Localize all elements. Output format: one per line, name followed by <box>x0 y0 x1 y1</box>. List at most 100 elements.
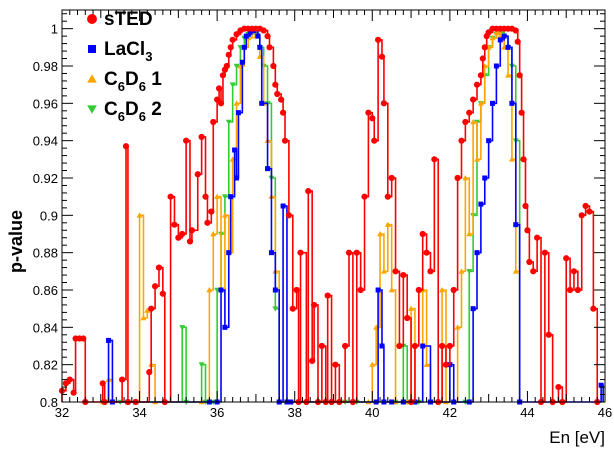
data-point <box>198 133 205 141</box>
data-point <box>462 175 469 181</box>
data-point <box>530 268 537 275</box>
legend-label-part: sTED <box>104 9 153 30</box>
data-point <box>183 137 190 144</box>
data-point <box>285 212 292 219</box>
data-point <box>155 264 163 271</box>
data-point <box>214 96 221 103</box>
data-point <box>122 143 130 150</box>
legend-label-part: C <box>104 99 118 120</box>
data-point <box>578 212 585 219</box>
legend-label-part: 6 <box>118 79 125 94</box>
legend-label-part: C <box>104 69 118 90</box>
legend-label-part: D <box>125 69 139 90</box>
data-point <box>361 193 368 200</box>
data-point <box>470 119 477 125</box>
data-point <box>257 44 263 50</box>
data-point <box>473 81 481 88</box>
data-point <box>223 62 230 70</box>
data-point <box>175 234 182 241</box>
data-point <box>266 44 273 51</box>
data-point <box>233 63 240 69</box>
data-point <box>384 221 391 227</box>
data-point <box>342 342 349 350</box>
y-tick-label: 0.8 <box>40 395 58 410</box>
data-point <box>466 231 473 237</box>
data-point <box>520 156 527 163</box>
data-point <box>466 109 473 116</box>
data-point <box>396 342 403 350</box>
data-point <box>280 203 286 209</box>
data-point <box>293 286 300 294</box>
data-point <box>186 238 194 245</box>
data-point <box>270 62 277 70</box>
legend-label-part: D <box>125 99 139 120</box>
legend-marker <box>87 74 97 83</box>
data-point <box>375 287 381 293</box>
data-point <box>379 343 385 349</box>
data-point <box>586 208 593 215</box>
data-point <box>458 137 465 144</box>
data-point <box>474 250 480 256</box>
data-point <box>477 100 484 106</box>
data-point <box>140 315 147 321</box>
data-point <box>260 27 267 34</box>
data-point <box>70 389 77 396</box>
data-point <box>278 96 285 103</box>
data-point <box>489 35 496 41</box>
data-point <box>474 156 481 162</box>
data-point <box>419 230 426 238</box>
data-point <box>545 331 552 338</box>
data-point <box>458 268 465 274</box>
data-point <box>470 306 476 312</box>
data-point <box>179 230 186 238</box>
data-point <box>477 72 484 79</box>
x-axis-title: En [eV] <box>549 428 605 447</box>
legend-label-part: LaCl <box>104 39 145 60</box>
data-point <box>62 380 69 387</box>
data-point <box>332 361 339 368</box>
data-point <box>219 72 227 79</box>
legend-item-lacl3: LaCl3 <box>88 39 152 64</box>
data-point <box>345 249 353 256</box>
legend-label-part: 1 <box>146 69 162 90</box>
data-point <box>357 286 364 294</box>
x-tick-label: 36 <box>210 405 224 420</box>
data-point <box>318 342 325 350</box>
legend-marker <box>87 14 97 24</box>
data-point <box>272 81 279 88</box>
data-point <box>392 268 399 275</box>
data-point <box>148 305 155 312</box>
data-point <box>214 193 221 199</box>
legend-item-c6d6-2: C6D6 2 <box>87 99 162 124</box>
legend-item-sted: sTED <box>87 9 153 30</box>
data-point <box>226 250 232 256</box>
data-point <box>151 283 159 290</box>
data-point <box>505 72 512 78</box>
y-axis-title: p-value <box>6 210 26 273</box>
x-tick-label: 34 <box>132 405 146 420</box>
data-point <box>497 37 503 43</box>
y-tick-label: 0.84 <box>33 320 58 335</box>
data-point <box>408 305 415 311</box>
data-point <box>222 324 228 330</box>
data-point <box>146 369 153 376</box>
data-point <box>479 55 486 62</box>
y-tick-label: 0.94 <box>33 134 58 149</box>
data-point <box>380 100 388 107</box>
data-point <box>106 337 112 343</box>
data-point <box>490 100 496 106</box>
data-point <box>188 227 196 234</box>
data-point <box>563 255 570 262</box>
data-point <box>415 286 422 294</box>
x-tick-label: 40 <box>365 405 379 420</box>
data-point <box>274 90 281 98</box>
data-point <box>512 268 519 274</box>
data-point <box>513 222 519 228</box>
y-tick-label: 0.92 <box>33 171 58 186</box>
data-point <box>198 362 205 368</box>
data-point <box>119 376 126 383</box>
legend-label-part: 3 <box>145 49 152 64</box>
data-point <box>194 171 201 178</box>
data-point <box>228 194 234 200</box>
data-point <box>202 193 209 200</box>
